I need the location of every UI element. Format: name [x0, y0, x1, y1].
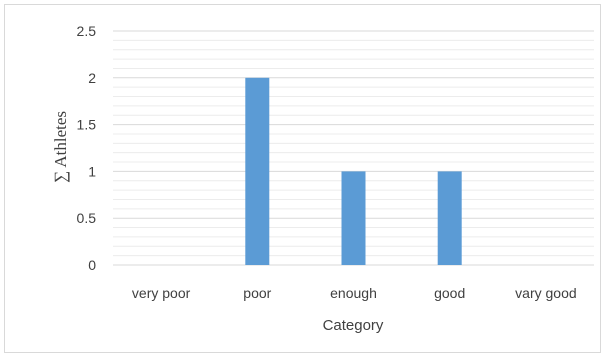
bar-enough [341, 171, 366, 265]
y-axis-title: ∑ Athletes [51, 111, 70, 183]
y-tick-label: 0 [88, 257, 96, 273]
x-axis-title: Category [323, 317, 384, 334]
x-tick-labels: very poor poor enough good vary good [132, 285, 577, 301]
y-tick-label: 0.5 [77, 210, 97, 226]
y-tick-label: 1.5 [77, 117, 97, 133]
y-tick-label: 2.5 [77, 23, 97, 39]
x-tick-label: vary good [515, 285, 576, 301]
x-tick-label: very poor [132, 285, 191, 301]
minor-gridlines [113, 39, 594, 257]
y-tick-label: 2 [88, 70, 96, 86]
bar-good [437, 171, 462, 265]
y-tick-label: 1 [88, 163, 96, 179]
bars [245, 77, 462, 265]
chart-frame [4, 4, 601, 353]
x-tick-label: poor [243, 285, 271, 301]
y-tick-labels: 0 0.5 1 1.5 2 2.5 [77, 23, 97, 273]
bar-poor [245, 77, 270, 265]
x-tick-label: good [434, 285, 465, 301]
x-tick-label: enough [330, 285, 377, 301]
